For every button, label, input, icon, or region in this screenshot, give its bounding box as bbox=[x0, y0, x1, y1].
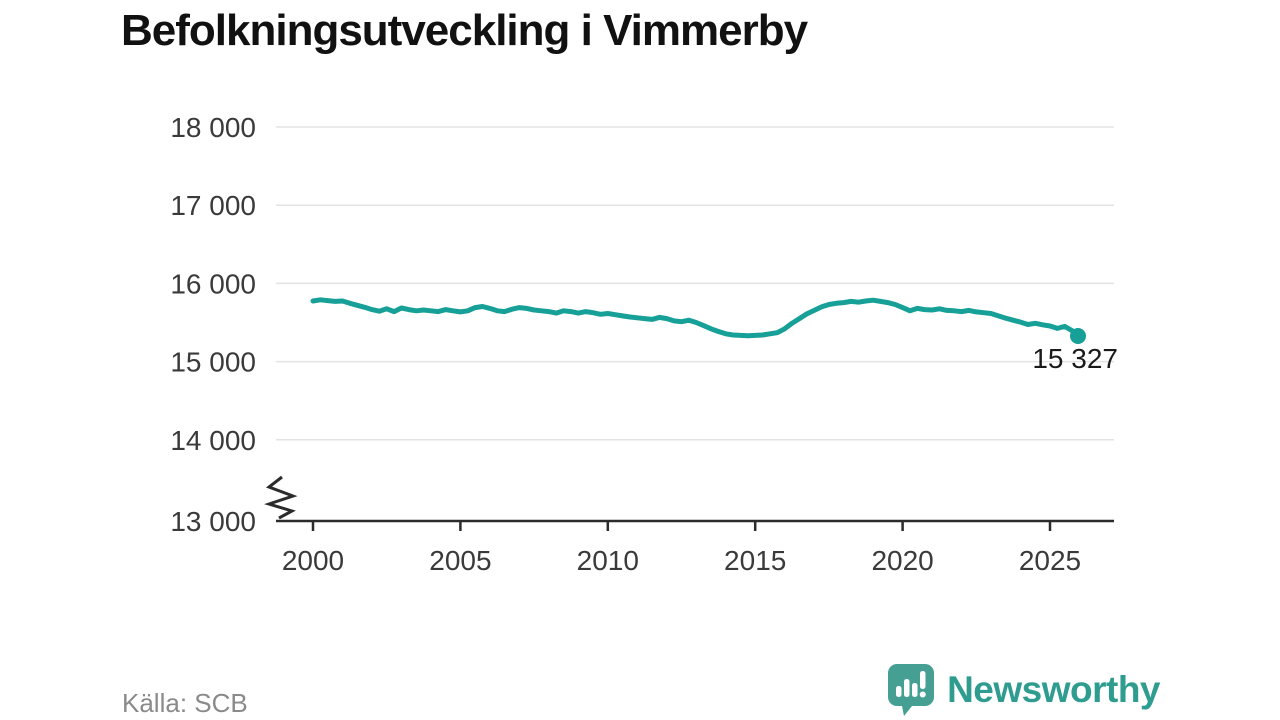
y-tick-label: 16 000 bbox=[170, 268, 256, 299]
logo-bar-3 bbox=[912, 683, 918, 697]
end-point-dot bbox=[1070, 328, 1087, 345]
brand-wordmark: Newsworthy bbox=[947, 669, 1160, 710]
trend-line bbox=[310, 297, 1081, 339]
y-tick-label: 14 000 bbox=[170, 425, 256, 456]
y-tick-label: 13 000 bbox=[170, 506, 256, 537]
value-annotation: 15 327 bbox=[1032, 343, 1118, 374]
brand-lockup: Newsworthy bbox=[887, 662, 1160, 718]
y-tick-label: 18 000 bbox=[170, 112, 256, 143]
x-tick-label: 2020 bbox=[871, 545, 933, 576]
y-tick-label: 15 000 bbox=[170, 347, 256, 378]
y-tick-label: 17 000 bbox=[170, 190, 256, 221]
x-tick-label: 2025 bbox=[1019, 545, 1081, 576]
x-tick-label: 2015 bbox=[724, 545, 786, 576]
axis-break-icon bbox=[264, 475, 298, 520]
chart-title: Befolkningsutveckling i Vimmerby bbox=[121, 6, 808, 55]
source-note: Källa: SCB bbox=[122, 688, 248, 718]
x-tick-label: 2000 bbox=[282, 545, 344, 576]
x-tick-label: 2010 bbox=[577, 545, 639, 576]
logo-bar-2 bbox=[904, 679, 910, 697]
newsworthy-logo-icon bbox=[888, 664, 935, 716]
logo-exclamation-bar bbox=[920, 671, 926, 689]
x-tick-label: 2005 bbox=[429, 545, 491, 576]
speech-bubble-shape bbox=[888, 664, 935, 716]
logo-exclamation-dot bbox=[919, 691, 926, 698]
logo-bar-1 bbox=[896, 686, 902, 697]
